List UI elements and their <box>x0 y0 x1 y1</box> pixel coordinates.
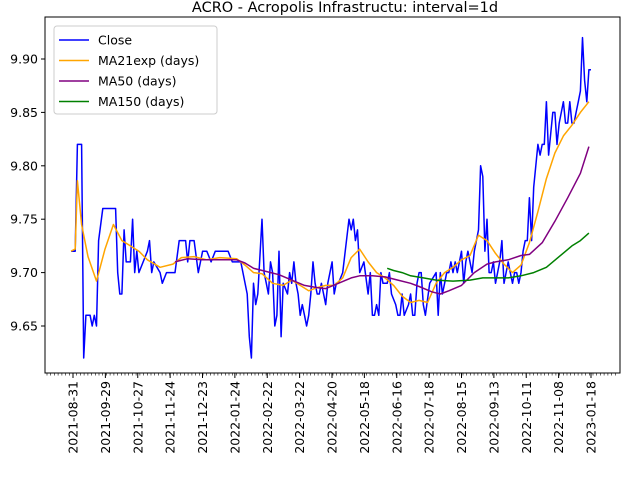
series-layer <box>70 36 591 359</box>
x-tick-label-5: 2022-01-24 <box>227 381 242 454</box>
x-tick-label-0: 2021-08-31 <box>66 381 81 454</box>
x-tick-label-6: 2022-02-22 <box>260 381 275 454</box>
y-tick-label-5: 9.90 <box>10 52 38 67</box>
x-axis: 2021-08-31 2021-09-29 2021-10-27 2021-11-24… <box>46 373 616 454</box>
x-tick-label-3: 2021-11-24 <box>163 381 178 454</box>
x-tick-label-2: 2021-10-27 <box>130 381 145 454</box>
y-tick-label-4: 9.85 <box>10 105 38 120</box>
series-line-0 <box>71 36 591 359</box>
series-line-2 <box>174 146 590 295</box>
x-tick-label-11: 2022-07-18 <box>422 381 437 454</box>
chart-title: ACRO - Acropolis Infrastructu: interval=… <box>192 0 498 16</box>
legend-label-0: Close <box>98 33 132 48</box>
legend: Close MA21exp (days) MA50 (days) MA150 (day… <box>53 25 218 115</box>
x-tick-label-13: 2022-09-13 <box>486 381 501 454</box>
legend-box <box>53 25 218 115</box>
x-tick-label-15: 2022-11-08 <box>551 381 566 454</box>
legend-label-2: MA50 (days) <box>98 74 176 89</box>
x-tick-label-14: 2022-10-11 <box>519 381 534 454</box>
x-tick-label-9: 2022-05-18 <box>357 381 372 454</box>
x-tick-label-8: 2022-04-20 <box>325 381 340 454</box>
x-tick-label-16: 2023-01-18 <box>584 381 599 454</box>
x-tick-label-4: 2021-12-23 <box>195 381 210 454</box>
y-tick-label-0: 9.65 <box>10 319 38 334</box>
series-line-1 <box>70 101 590 304</box>
y-tick-label-3: 9.80 <box>10 158 38 173</box>
y-tick-label-1: 9.70 <box>10 265 38 280</box>
x-tick-label-12: 2022-08-15 <box>454 381 469 454</box>
y-axis: 9.65 9.70 9.75 9.80 9.85 9.90 <box>10 52 45 334</box>
series-line-3 <box>386 232 590 282</box>
x-tick-label-7: 2022-03-22 <box>292 381 307 454</box>
x-tick-label-1: 2021-09-29 <box>98 381 113 454</box>
legend-label-1: MA21exp (days) <box>98 53 199 68</box>
x-tick-label-10: 2022-06-16 <box>389 381 404 454</box>
legend-label-3: MA150 (days) <box>98 94 184 109</box>
y-tick-label-2: 9.75 <box>10 212 38 227</box>
